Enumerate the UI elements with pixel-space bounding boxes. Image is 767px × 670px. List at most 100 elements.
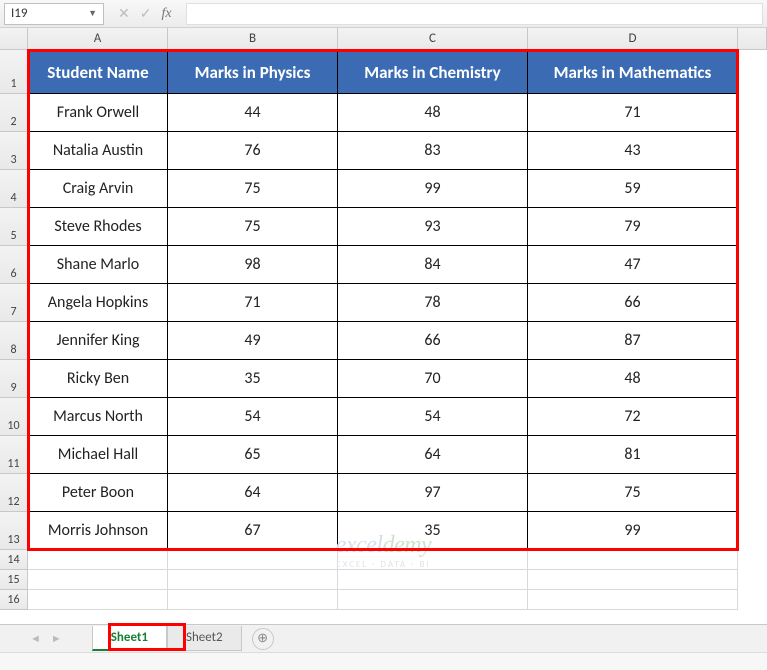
empty-cell[interactable] xyxy=(338,590,528,610)
empty-cell[interactable] xyxy=(168,570,338,590)
watermark-subtext: EXCEL · DATA · BI xyxy=(336,559,431,570)
empty-cell[interactable] xyxy=(338,570,528,590)
table-cell[interactable]: Craig Arvin xyxy=(28,170,168,208)
table-cell[interactable]: 44 xyxy=(168,94,338,132)
row-header[interactable]: 9 xyxy=(0,360,28,398)
fx-icon[interactable]: fx xyxy=(161,6,171,22)
empty-cell[interactable] xyxy=(28,570,168,590)
tab-nav-prev-icon[interactable]: ◄ xyxy=(30,632,41,645)
col-header-extra[interactable] xyxy=(738,28,767,49)
table-cell[interactable]: 66 xyxy=(338,322,528,360)
empty-cell[interactable] xyxy=(168,590,338,610)
empty-cell[interactable] xyxy=(168,550,338,570)
table-cell[interactable]: Peter Boon xyxy=(28,474,168,512)
table-cell[interactable]: 35 xyxy=(168,360,338,398)
table-cell[interactable]: 79 xyxy=(528,208,738,246)
table-header-cell[interactable]: Student Name xyxy=(28,50,168,94)
confirm-icon[interactable]: ✓ xyxy=(140,5,152,22)
col-header-c[interactable]: C xyxy=(338,28,528,49)
table-header-cell[interactable]: Marks in Chemistry xyxy=(338,50,528,94)
table-cell[interactable]: 47 xyxy=(528,246,738,284)
table-cell[interactable]: Michael Hall xyxy=(28,436,168,474)
table-cell[interactable]: Morris Johnson xyxy=(28,512,168,550)
table-cell[interactable]: 84 xyxy=(338,246,528,284)
row-header[interactable]: 1 xyxy=(0,50,28,94)
table-cell[interactable]: 72 xyxy=(528,398,738,436)
add-sheet-button[interactable]: ⊕ xyxy=(252,628,274,650)
table-cell[interactable]: Jennifer King xyxy=(28,322,168,360)
table-cell[interactable]: 81 xyxy=(528,436,738,474)
watermark-text-a: excel xyxy=(336,532,383,558)
row-header[interactable]: 4 xyxy=(0,170,28,208)
table-cell[interactable]: Angela Hopkins xyxy=(28,284,168,322)
tab-sheet1[interactable]: Sheet1 xyxy=(92,626,167,651)
table-cell[interactable]: Natalia Austin xyxy=(28,132,168,170)
table-cell[interactable]: Steve Rhodes xyxy=(28,208,168,246)
table-cell[interactable]: 75 xyxy=(168,208,338,246)
table-cell[interactable]: 48 xyxy=(528,360,738,398)
table-cell[interactable]: 49 xyxy=(168,322,338,360)
row-header[interactable]: 3 xyxy=(0,132,28,170)
col-header-b[interactable]: B xyxy=(168,28,338,49)
table-cell[interactable]: 78 xyxy=(338,284,528,322)
empty-cell[interactable] xyxy=(28,550,168,570)
name-box[interactable]: I19 ▼ xyxy=(4,3,104,25)
row-header[interactable]: 11 xyxy=(0,436,28,474)
table-cell[interactable]: 99 xyxy=(338,170,528,208)
table-cell[interactable]: 71 xyxy=(528,94,738,132)
table-row: 9Ricky Ben357048 xyxy=(0,360,767,398)
row-header[interactable]: 8 xyxy=(0,322,28,360)
table-cell[interactable]: 67 xyxy=(168,512,338,550)
table-cell[interactable]: 83 xyxy=(338,132,528,170)
tab-nav-next-icon[interactable]: ► xyxy=(51,632,62,645)
table-cell[interactable]: 99 xyxy=(528,512,738,550)
col-header-d[interactable]: D xyxy=(528,28,738,49)
row-header[interactable]: 2 xyxy=(0,94,28,132)
row-header[interactable]: 14 xyxy=(0,550,28,570)
table-cell[interactable]: 65 xyxy=(168,436,338,474)
empty-cell[interactable] xyxy=(528,590,738,610)
row-header[interactable]: 10 xyxy=(0,398,28,436)
table-cell[interactable]: Shane Marlo xyxy=(28,246,168,284)
table-cell[interactable]: 98 xyxy=(168,246,338,284)
table-cell[interactable]: 75 xyxy=(528,474,738,512)
table-header-cell[interactable]: Marks in Mathematics xyxy=(528,50,738,94)
row-header[interactable]: 13 xyxy=(0,512,28,550)
table-cell[interactable]: Frank Orwell xyxy=(28,94,168,132)
tab-sheet2[interactable]: Sheet2 xyxy=(167,626,242,651)
table-cell[interactable]: 64 xyxy=(338,436,528,474)
table-cell[interactable]: 54 xyxy=(168,398,338,436)
table-cell[interactable]: 70 xyxy=(338,360,528,398)
table-cell[interactable]: 97 xyxy=(338,474,528,512)
empty-cell[interactable] xyxy=(528,550,738,570)
row-header[interactable]: 6 xyxy=(0,246,28,284)
table-cell[interactable]: 48 xyxy=(338,94,528,132)
table-cell[interactable]: 59 xyxy=(528,170,738,208)
row-header[interactable]: 7 xyxy=(0,284,28,322)
row-header[interactable]: 15 xyxy=(0,570,28,590)
select-all-corner[interactable] xyxy=(0,28,28,49)
cancel-icon[interactable]: ✕ xyxy=(118,5,130,22)
table-cell[interactable]: 75 xyxy=(168,170,338,208)
table-header-cell[interactable]: Marks in Physics xyxy=(168,50,338,94)
table-cell[interactable]: 66 xyxy=(528,284,738,322)
table-row: 11Michael Hall656481 xyxy=(0,436,767,474)
table-cell[interactable]: Ricky Ben xyxy=(28,360,168,398)
row-header[interactable]: 12 xyxy=(0,474,28,512)
empty-cell[interactable] xyxy=(28,590,168,610)
table-cell[interactable]: 43 xyxy=(528,132,738,170)
col-header-a[interactable]: A xyxy=(28,28,168,49)
empty-cell[interactable] xyxy=(528,570,738,590)
row-header[interactable]: 16 xyxy=(0,590,28,610)
table-cell[interactable]: 54 xyxy=(338,398,528,436)
table-cell[interactable]: 64 xyxy=(168,474,338,512)
formula-input[interactable] xyxy=(186,3,763,25)
table-cell[interactable]: 87 xyxy=(528,322,738,360)
row-header[interactable]: 5 xyxy=(0,208,28,246)
table-cell[interactable]: 93 xyxy=(338,208,528,246)
chevron-down-icon[interactable]: ▼ xyxy=(88,8,97,19)
table-cell[interactable]: Marcus North xyxy=(28,398,168,436)
watermark-text-b: demy xyxy=(383,532,432,558)
table-cell[interactable]: 76 xyxy=(168,132,338,170)
table-cell[interactable]: 71 xyxy=(168,284,338,322)
